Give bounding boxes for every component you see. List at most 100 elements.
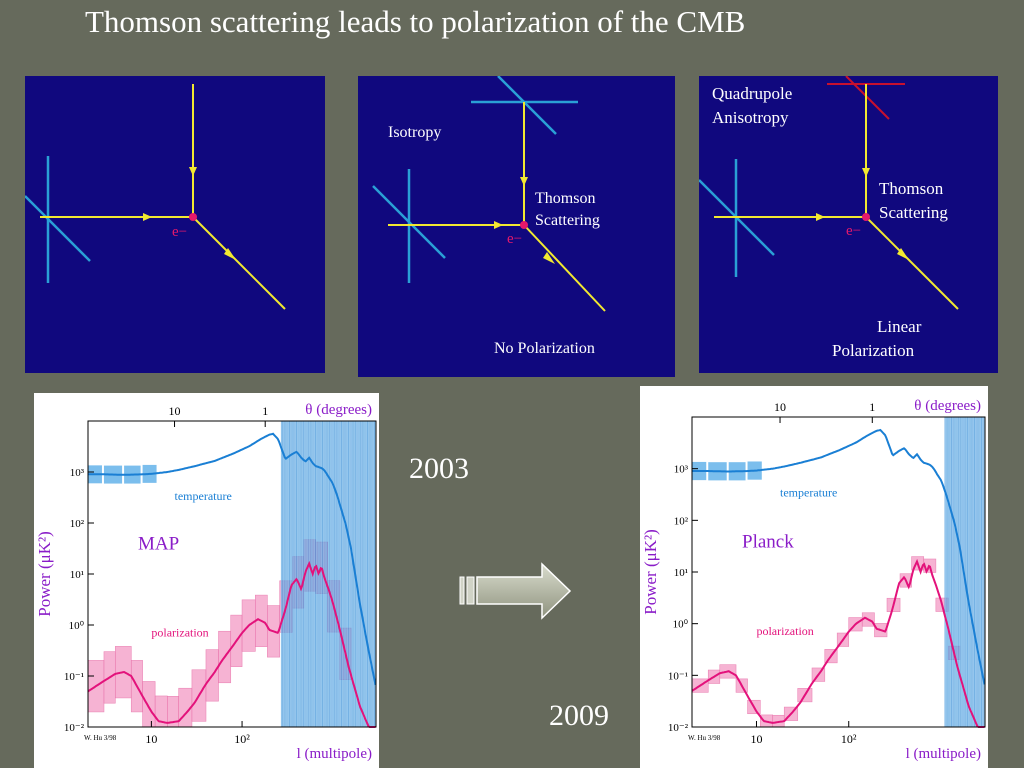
isotropy-label: Isotropy [388,124,442,141]
temperature-error-band [339,420,342,728]
temperature-error-band [364,420,366,728]
temperature-error-band [329,420,332,728]
temperature-error-band [974,416,977,728]
temperature-error-band [972,416,975,728]
temperature-error-band [282,420,285,728]
year-2003: 2003 [409,452,469,485]
temperature-error-band [365,420,368,728]
temperature-error-band [956,416,959,728]
temperature-error-band [953,416,956,728]
temperature-error-band [325,420,328,728]
y-tick-label: 10⁰ [673,619,689,631]
temperature-error-band [310,420,313,728]
temperature-error-band [944,416,947,728]
y-axis-label: Power (μK²) [641,529,660,615]
temperature-error-band [951,416,954,728]
electron-dot [862,213,870,221]
y-tick-label: 10¹ [674,567,688,579]
x-tick-label: 10² [234,732,250,746]
x-tick-label: 10 [145,732,157,746]
temperature-error-band [358,420,361,728]
no-polarization-label: No Polarization [494,340,595,357]
temperature-error-band [948,416,950,728]
top-tick-label: 1 [869,400,875,414]
scattered-ray [192,216,286,310]
polarization-curve [87,560,376,728]
scattering-label: Scattering [535,212,600,229]
temperature-error-band [336,420,339,728]
year-2009: 2009 [549,699,609,732]
temperature-series-label: temperature [780,486,837,500]
x-axis-label: l (multipole) [297,746,372,762]
credit-label: W. Hu 3/98 [688,734,721,742]
scattered-ray [865,216,959,310]
x-tick-label: 10 [750,732,762,746]
electron-dot [520,221,528,229]
experiment-label: Planck [742,531,794,552]
scattering-panel-3: Quadrupole Anisotropy Thomson Scattering… [699,76,998,373]
credit-label: W. Hu 3/98 [84,734,117,742]
temperature-error-band [287,420,290,728]
temperature-error-band [286,420,288,728]
temperature-curve [88,432,377,686]
electron-label: e− [846,223,862,239]
temperature-error-band [350,420,352,728]
electron-label: e− [172,224,188,240]
linear-label: Linear [877,317,922,336]
experiment-label: MAP [138,534,179,555]
temperature-error-band [967,416,970,728]
temperature-error-band [306,420,309,728]
planck-spectrum-svg: 10⁻² 10⁻¹ 10⁰ 10¹ 10² 10³ 10 10² 10 1 θ (degrees) l… [641,398,986,762]
scattering-diagram-1 [25,84,286,310]
polarization-error-box [142,681,156,728]
y-tick-label: 10¹ [70,569,84,581]
y-tick-label: 10⁻¹ [64,671,84,683]
temperature-error-band [338,420,340,728]
theta-axis-label: θ (degrees) [914,398,981,414]
temperature-error-band [345,420,347,728]
scattering-panel-1: e− [25,76,325,373]
temperature-error-band [357,420,359,728]
temperature-error-band [371,420,373,728]
temperature-error-band [362,420,365,728]
polarization-bar-diagonal [25,195,91,262]
thomson-label: Thomson [535,190,596,207]
ray-arrowhead [189,167,197,176]
scattering-panel-2: Isotropy Thomson Scattering e− No Polari… [358,76,675,377]
ray-arrowhead [224,248,236,260]
polarization-bar-top-diagonal [497,76,557,135]
thomson-label: Thomson [879,179,944,198]
top-tick-label: 10 [169,404,181,418]
y-tick-label: 10⁰ [69,620,85,632]
y-tick-label: 10² [70,518,85,530]
polarization-bar-left-diagonal [372,185,446,259]
scattering-diagram-3 [699,76,959,310]
polarization-series-label: polarization [151,625,208,639]
temperature-error-band [284,420,287,728]
temperature-error-band [971,416,973,728]
electron-dot [189,213,197,221]
temperature-error-band [324,420,326,728]
planck-spectrum-plot: 10⁻² 10⁻¹ 10⁰ 10¹ 10² 10³ 10 10² 10 1 θ (degrees) l… [640,386,988,768]
temperature-error-band [313,420,316,728]
y-tick-label: 10⁻² [64,722,85,734]
temperature-series-label: temperature [175,489,232,503]
temperature-error-band [296,420,299,728]
ray-arrowhead [494,221,503,229]
ray-arrowhead [862,168,870,177]
y-tick-label: 10³ [70,467,85,479]
temperature-error-band [979,416,982,728]
scattering-diagram-2 [372,76,606,312]
temperature-error-band [308,420,311,728]
map-spectrum-plot: 10⁻² 10⁻¹ 10⁰ 10¹ 10² 10³ 10 10² 10 1 θ (degrees) l… [34,393,379,768]
temperature-error-band [348,420,351,728]
temperature-error-band [280,420,283,728]
temperature-error-band [369,420,371,728]
y-tick-label: 10³ [674,464,689,476]
quadrupole-label: Quadrupole [712,84,793,103]
temperature-error-band [360,420,363,728]
map-spectrum-svg: 10⁻² 10⁻¹ 10⁰ 10¹ 10² 10³ 10 10² 10 1 θ (degrees) l… [35,402,377,762]
temperature-error-band [341,420,344,728]
temperature-error-band [327,420,330,728]
y-tick-label: 10⁻² [668,722,689,734]
